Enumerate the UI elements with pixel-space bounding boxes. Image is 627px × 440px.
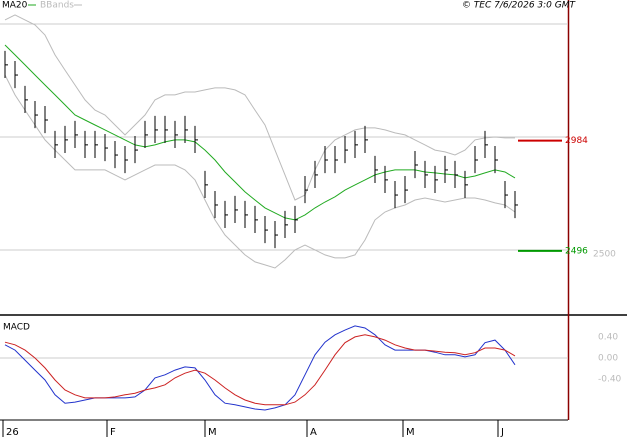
source: © TEC 7/6/2026 3:0 GMT — [462, 1, 577, 11]
bband-lower — [4, 74, 516, 269]
y-tick-label: -0.40 — [598, 374, 622, 384]
legend-bbands: BBands — [40, 1, 74, 11]
x-tick-label: F — [110, 427, 116, 438]
x-tick-label: J — [500, 427, 504, 438]
y-tick-label: 0.00 — [598, 353, 618, 363]
x-tick-label: M — [208, 427, 217, 438]
level-label: 2496 — [565, 246, 588, 256]
legend-ma: MA20 — [2, 1, 28, 11]
bband-upper — [4, 14, 515, 201]
x-tick-label: M — [406, 427, 415, 438]
x-tick-label: A — [310, 427, 317, 438]
macd-line — [4, 334, 516, 406]
y-tick-label: 0.40 — [598, 332, 618, 342]
macd-title: MACD — [3, 323, 30, 333]
x-tick-label: 26 — [6, 427, 19, 438]
level-label: 2984 — [565, 136, 588, 146]
macd-line — [4, 325, 516, 411]
y-tick-label: 2500 — [593, 249, 616, 259]
ma-line — [4, 44, 516, 221]
